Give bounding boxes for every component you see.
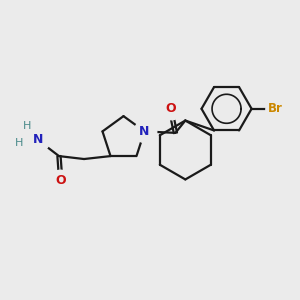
Text: Br: Br bbox=[268, 102, 283, 115]
Text: N: N bbox=[139, 125, 150, 138]
Text: O: O bbox=[55, 174, 66, 187]
Text: H: H bbox=[22, 121, 31, 131]
Text: N: N bbox=[33, 134, 43, 146]
Text: O: O bbox=[166, 102, 176, 115]
Text: H: H bbox=[15, 138, 24, 148]
